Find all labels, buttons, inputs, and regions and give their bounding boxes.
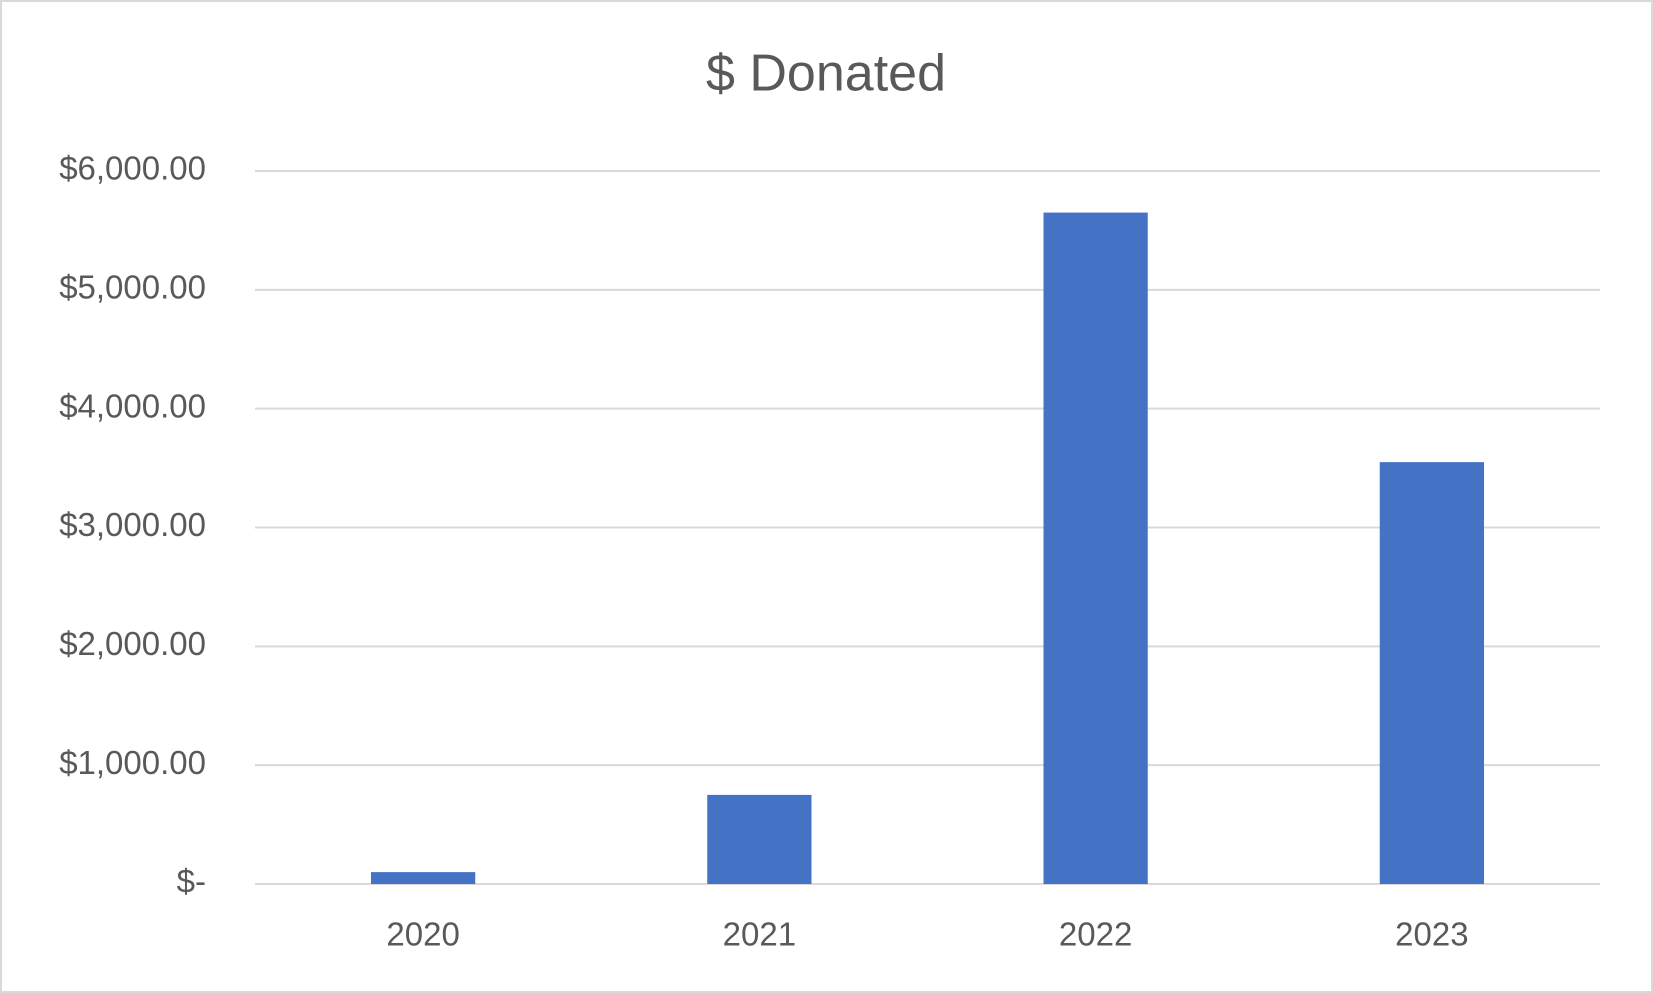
y-tick-label: $2,000.00 bbox=[59, 625, 206, 662]
bar bbox=[1379, 462, 1484, 884]
bar bbox=[707, 794, 812, 884]
bar bbox=[1043, 212, 1148, 884]
chart-title: $ Donated bbox=[706, 45, 946, 103]
y-tick-label: $5,000.00 bbox=[59, 269, 206, 306]
x-tick-label: 2021 bbox=[723, 916, 796, 953]
x-tick-label: 2023 bbox=[1395, 916, 1468, 953]
y-tick-label: $3,000.00 bbox=[59, 506, 206, 543]
y-tick-label: $1,000.00 bbox=[59, 744, 206, 781]
y-tick-label: $4,000.00 bbox=[59, 387, 206, 424]
y-tick-label: $- bbox=[177, 863, 206, 900]
x-tick-label: 2020 bbox=[386, 916, 459, 953]
x-tick-label: 2022 bbox=[1059, 916, 1132, 953]
bar bbox=[371, 872, 476, 884]
y-tick-label: $6,000.00 bbox=[59, 150, 206, 187]
